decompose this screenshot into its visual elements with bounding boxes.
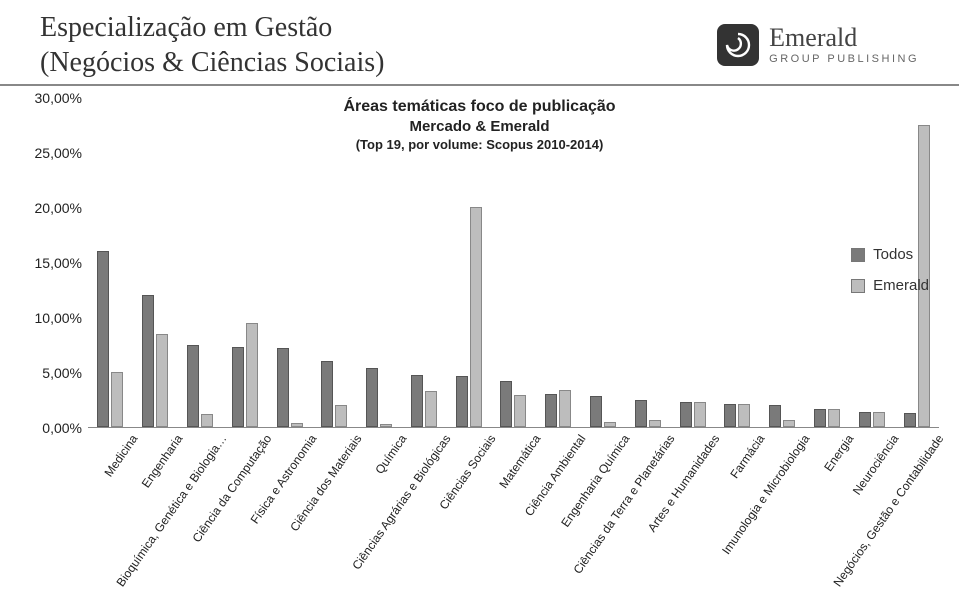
bar-todos	[277, 348, 289, 427]
bar-emerald	[873, 412, 885, 427]
bar-group	[760, 405, 805, 427]
bar-group	[625, 400, 670, 428]
bar-group	[536, 390, 581, 427]
y-tick-label: 5,00%	[42, 365, 82, 381]
bar-todos	[859, 412, 871, 427]
bar-todos	[814, 409, 826, 427]
bar-emerald	[604, 422, 616, 428]
bar-todos	[545, 394, 557, 427]
x-tick-label: Engenharia	[138, 432, 185, 490]
bar-group	[222, 323, 267, 428]
bar-emerald	[514, 395, 526, 427]
legend-swatch-todos	[851, 248, 865, 262]
x-tick-label: Matemática	[496, 432, 543, 491]
legend-swatch-emerald	[851, 279, 865, 293]
x-axis-labels: MedicinaEngenhariaBioquímica, Genética e…	[88, 428, 939, 558]
bar-todos	[500, 381, 512, 427]
y-tick-label: 25,00%	[35, 145, 82, 161]
bar-emerald	[380, 424, 392, 427]
bar-group	[670, 402, 715, 427]
legend-label: Emerald	[873, 277, 929, 294]
bar-emerald	[738, 404, 750, 427]
bar-group	[312, 361, 357, 427]
y-tick-label: 10,00%	[35, 310, 82, 326]
x-tick-label: Neurociência	[850, 432, 902, 497]
y-tick-label: 20,00%	[35, 200, 82, 216]
bar-group	[88, 251, 133, 427]
bar-group	[491, 381, 536, 427]
legend-item-todos: Todos	[851, 246, 929, 263]
bar-emerald	[425, 391, 437, 427]
y-axis: 30,00%25,00%20,00%15,00%10,00%5,00%0,00%	[20, 98, 88, 428]
bar-todos	[321, 361, 333, 427]
bar-emerald	[694, 402, 706, 427]
bar-todos	[97, 251, 109, 427]
plot-area	[88, 98, 939, 428]
page-title: Especialização em Gestão (Negócios & Ciê…	[40, 10, 384, 80]
bar-group	[402, 375, 447, 427]
x-tick-label: Imunologia e Microbiologia	[719, 432, 812, 557]
y-tick-label: 15,00%	[35, 255, 82, 271]
bar-emerald	[470, 207, 482, 427]
bar-group	[849, 412, 894, 427]
bar-todos	[904, 413, 916, 427]
bar-todos	[769, 405, 781, 427]
title-line-1: Especialização em Gestão	[40, 10, 384, 45]
bar-group	[715, 404, 760, 427]
bar-todos	[366, 368, 378, 427]
bar-emerald	[246, 323, 258, 428]
brand-name: Emerald	[769, 25, 919, 51]
bar-group	[581, 396, 626, 427]
bar-group	[805, 409, 850, 427]
bar-todos	[232, 347, 244, 427]
bar-emerald	[335, 405, 347, 427]
bar-group	[446, 207, 491, 427]
title-line-2: (Negócios & Ciências Sociais)	[40, 45, 384, 80]
page-header: Especialização em Gestão (Negócios & Ciê…	[0, 0, 959, 86]
emerald-swirl-icon	[717, 24, 759, 66]
bar-group	[133, 295, 178, 427]
bar-todos	[142, 295, 154, 427]
legend-item-emerald: Emerald	[851, 277, 929, 294]
brand-logo: Emerald GROUP PUBLISHING	[717, 24, 919, 66]
bar-emerald	[111, 372, 123, 427]
bar-todos	[680, 402, 692, 427]
bar-group	[178, 345, 223, 428]
y-tick-label: 30,00%	[35, 90, 82, 106]
y-tick-label: 0,00%	[42, 420, 82, 436]
bar-emerald	[828, 409, 840, 427]
bar-emerald	[201, 414, 213, 427]
x-tick-label: Medicina	[101, 432, 140, 479]
bar-emerald	[291, 423, 303, 427]
bar-todos	[724, 404, 736, 427]
chart-container: Áreas temáticas foco de publicação Merca…	[0, 86, 959, 558]
bar-todos	[635, 400, 647, 428]
x-tick-label: Química	[372, 432, 409, 477]
x-tick-label: Ciência da Computação	[190, 432, 275, 545]
bar-todos	[187, 345, 199, 428]
bar-emerald	[783, 420, 795, 427]
x-tick-label: Farmácia	[727, 432, 767, 481]
bar-group	[267, 348, 312, 427]
bar-todos	[590, 396, 602, 427]
bar-emerald	[156, 334, 168, 428]
bar-emerald	[559, 390, 571, 427]
x-tick-label: Energia	[822, 432, 857, 474]
legend-label: Todos	[873, 246, 913, 263]
chart-legend: Todos Emerald	[851, 246, 929, 308]
brand-tagline: GROUP PUBLISHING	[769, 53, 919, 65]
bar-group	[357, 368, 402, 427]
bar-todos	[456, 376, 468, 427]
bar-emerald	[649, 420, 661, 427]
bar-todos	[411, 375, 423, 427]
